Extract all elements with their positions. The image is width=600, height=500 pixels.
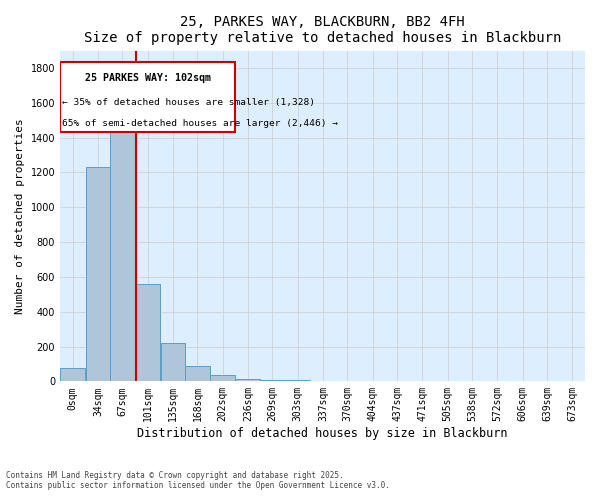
- Text: 65% of semi-detached houses are larger (2,446) →: 65% of semi-detached houses are larger (…: [62, 119, 338, 128]
- Bar: [260, 380, 285, 382]
- Bar: [285, 380, 310, 382]
- Bar: [311, 381, 335, 382]
- Text: 25 PARKES WAY: 102sqm: 25 PARKES WAY: 102sqm: [85, 72, 211, 83]
- Text: Contains HM Land Registry data © Crown copyright and database right 2025.
Contai: Contains HM Land Registry data © Crown c…: [6, 470, 390, 490]
- Bar: [210, 375, 235, 382]
- Title: 25, PARKES WAY, BLACKBURN, BB2 4FH
Size of property relative to detached houses : 25, PARKES WAY, BLACKBURN, BB2 4FH Size …: [84, 15, 561, 45]
- Y-axis label: Number of detached properties: Number of detached properties: [15, 118, 25, 314]
- Bar: [185, 366, 210, 382]
- Bar: [86, 167, 110, 382]
- Bar: [135, 284, 160, 382]
- Text: ← 35% of detached houses are smaller (1,328): ← 35% of detached houses are smaller (1,…: [62, 98, 315, 107]
- FancyBboxPatch shape: [60, 62, 235, 132]
- Bar: [60, 368, 85, 382]
- Bar: [161, 343, 185, 382]
- Bar: [110, 94, 135, 382]
- Bar: [236, 379, 260, 382]
- X-axis label: Distribution of detached houses by size in Blackburn: Distribution of detached houses by size …: [137, 427, 508, 440]
